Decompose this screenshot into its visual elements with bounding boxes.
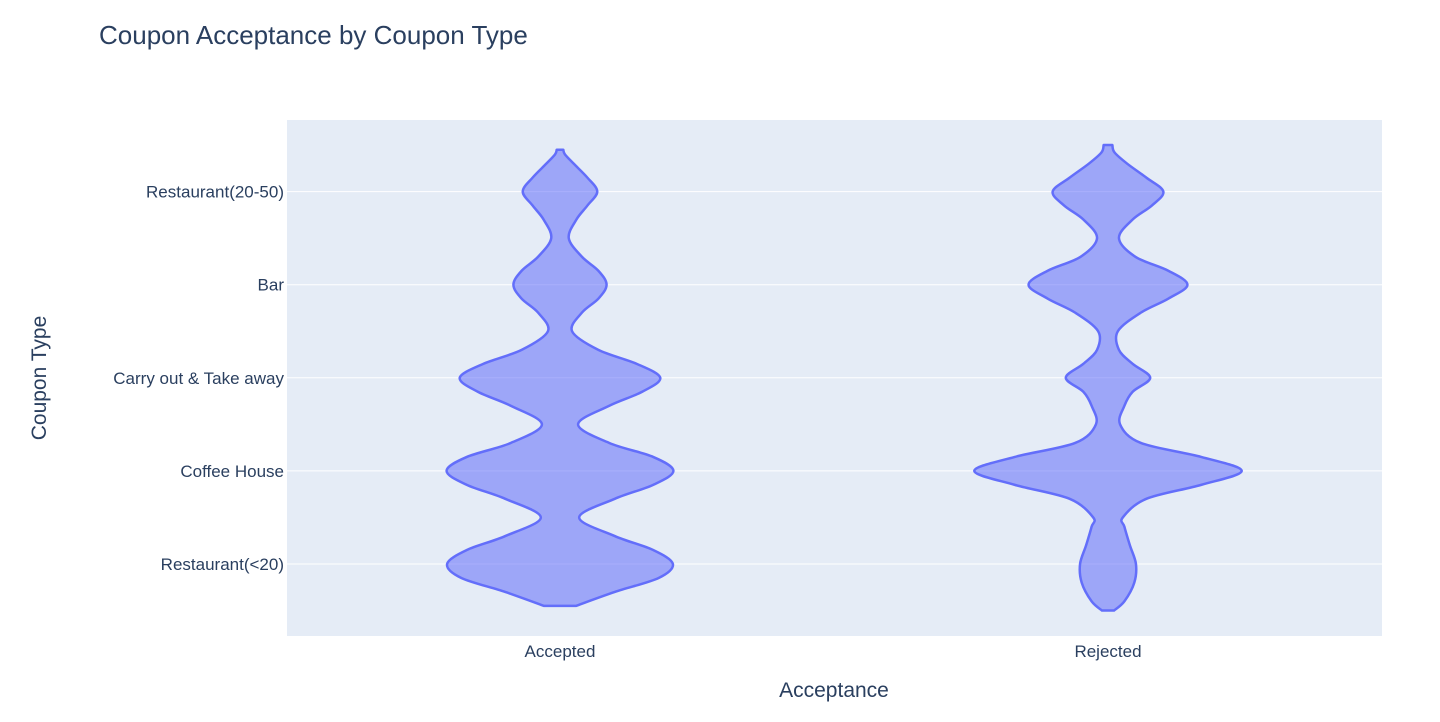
violins — [445, 143, 1243, 612]
x-tick-label: Rejected — [1074, 642, 1141, 661]
y-tick-label: Coffee House — [180, 462, 284, 481]
y-tick-labels: Restaurant(<20) Coffee House Carry out & T… — [113, 183, 284, 574]
x-axis-title: Acceptance — [779, 679, 889, 702]
y-tick-label: Restaurant(<20) — [161, 555, 284, 574]
y-tick-label: Bar — [258, 276, 285, 295]
chart-title: Coupon Acceptance by Coupon Type — [99, 20, 528, 50]
violin-rejected — [973, 143, 1243, 612]
x-tick-label: Accepted — [525, 642, 596, 661]
violin-accepted — [445, 148, 675, 608]
y-tick-label: Restaurant(20-50) — [146, 183, 284, 202]
y-tick-label: Carry out & Take away — [113, 369, 284, 388]
y-axis-title: Coupon Type — [28, 316, 51, 441]
x-tick-labels: Accepted Rejected — [525, 642, 1142, 661]
